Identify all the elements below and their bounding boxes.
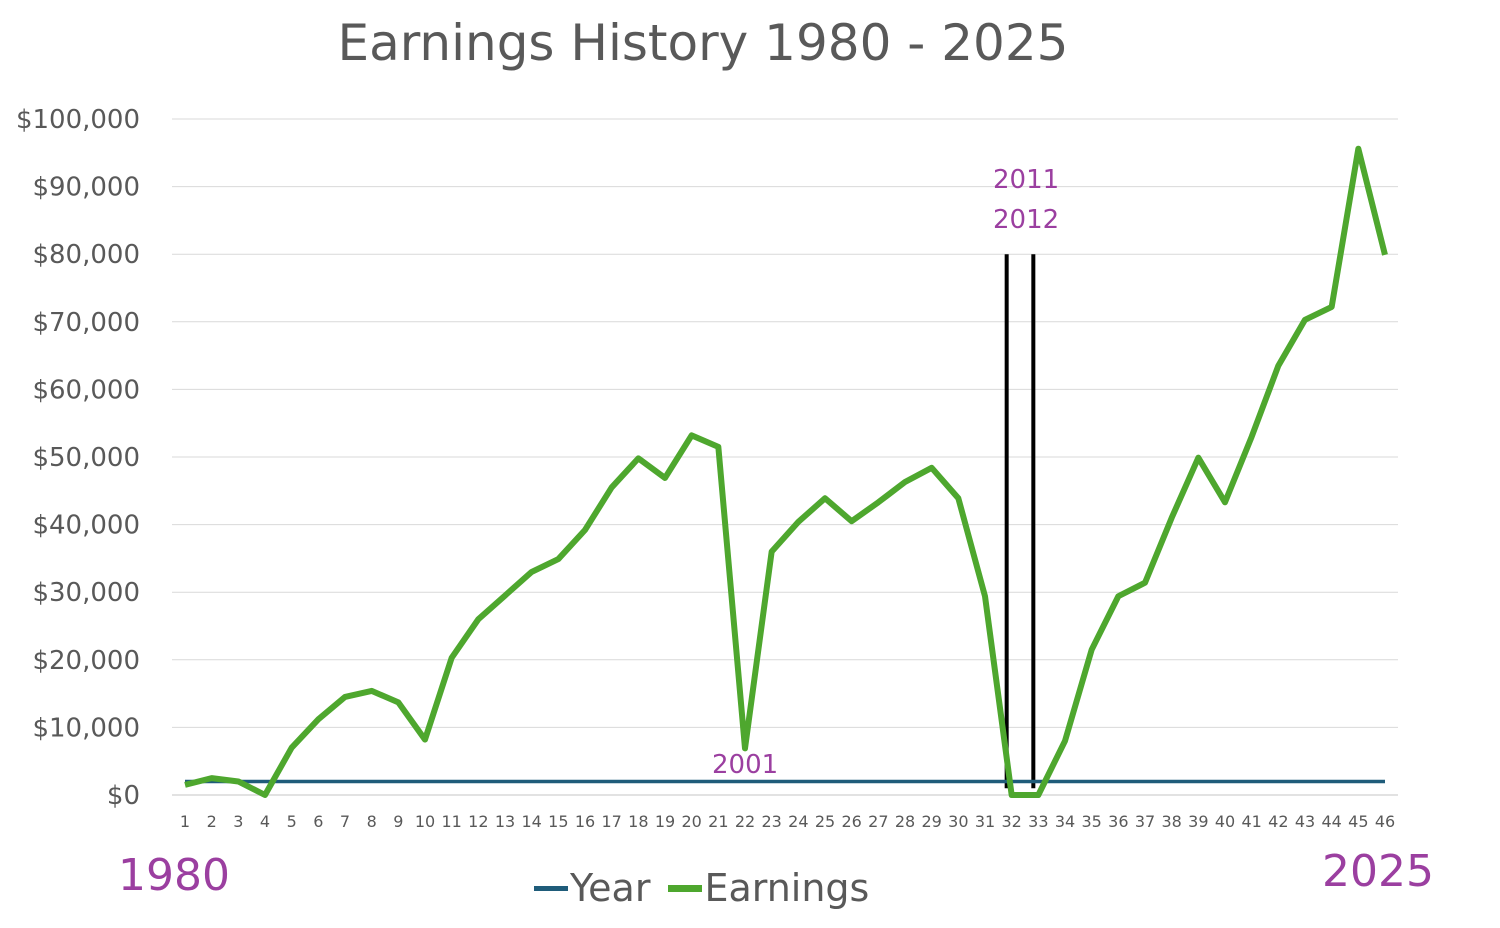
x-tick-label: 6 xyxy=(313,812,323,831)
x-tick-label: 18 xyxy=(628,812,648,831)
x-tick-label: 22 xyxy=(735,812,755,831)
x-tick-label: 10 xyxy=(415,812,435,831)
x-tick-label: 19 xyxy=(655,812,675,831)
x-tick-label: 31 xyxy=(975,812,995,831)
x-tick-label: 13 xyxy=(495,812,515,831)
x-tick-label: 7 xyxy=(340,812,350,831)
annotation-end-year: 2025 xyxy=(1322,846,1434,897)
x-tick-label: 15 xyxy=(548,812,568,831)
x-tick-label: 35 xyxy=(1081,812,1101,831)
x-tick-label: 40 xyxy=(1215,812,1235,831)
x-tick-label: 17 xyxy=(601,812,621,831)
x-tick-label: 14 xyxy=(521,812,541,831)
y-tick-label: $100,000 xyxy=(16,105,140,135)
legend-item-earnings: Earnings xyxy=(668,866,869,910)
y-tick-label: $20,000 xyxy=(32,646,140,676)
x-tick-label: 2 xyxy=(207,812,217,831)
x-tick-label: 36 xyxy=(1108,812,1128,831)
x-tick-label: 38 xyxy=(1161,812,1181,831)
x-tick-label: 42 xyxy=(1268,812,1288,831)
x-tick-label: 1 xyxy=(180,812,190,831)
legend-swatch-earnings xyxy=(668,884,703,892)
x-tick-label: 32 xyxy=(1001,812,1021,831)
x-tick-label: 45 xyxy=(1348,812,1368,831)
annotation-gap-year-1: 2011 xyxy=(993,165,1060,195)
x-tick-label: 16 xyxy=(575,812,595,831)
x-tick-label: 44 xyxy=(1321,812,1341,831)
x-tick-label: 25 xyxy=(815,812,835,831)
x-tick-label: 3 xyxy=(233,812,243,831)
x-tick-label: 21 xyxy=(708,812,728,831)
x-tick-label: 27 xyxy=(868,812,888,831)
x-tick-label: 29 xyxy=(921,812,941,831)
annotation-start-year: 1980 xyxy=(118,850,230,901)
y-tick-label: $40,000 xyxy=(32,511,140,541)
y-tick-label: $80,000 xyxy=(32,240,140,270)
y-tick-label: $10,000 xyxy=(32,713,140,743)
x-tick-label: 11 xyxy=(441,812,461,831)
x-tick-label: 20 xyxy=(681,812,701,831)
legend-label-year: Year xyxy=(570,866,651,910)
x-tick-label: 4 xyxy=(260,812,270,831)
x-tick-label: 28 xyxy=(895,812,915,831)
x-tick-label: 37 xyxy=(1135,812,1155,831)
x-tick-label: 39 xyxy=(1188,812,1208,831)
x-tick-label: 26 xyxy=(841,812,861,831)
y-tick-label: $70,000 xyxy=(32,308,140,338)
legend-item-year: Year xyxy=(534,866,650,910)
x-tick-label: 8 xyxy=(367,812,377,831)
x-tick-label: 46 xyxy=(1375,812,1395,831)
annotation-gap-year-2: 2012 xyxy=(993,205,1060,235)
y-tick-label: $0 xyxy=(107,781,140,811)
x-tick-label: 23 xyxy=(761,812,781,831)
y-tick-label: $30,000 xyxy=(32,578,140,608)
annotation-dip-year: 2001 xyxy=(712,750,779,780)
x-tick-label: 41 xyxy=(1241,812,1261,831)
x-tick-label: 30 xyxy=(948,812,968,831)
legend: Year Earnings xyxy=(534,862,887,914)
x-tick-label: 12 xyxy=(468,812,488,831)
x-tick-label: 9 xyxy=(393,812,403,831)
y-tick-label: $50,000 xyxy=(32,443,140,473)
x-tick-label: 33 xyxy=(1028,812,1048,831)
series-line-earnings xyxy=(184,145,1388,798)
x-tick-label: 43 xyxy=(1295,812,1315,831)
legend-label-earnings: Earnings xyxy=(704,866,870,910)
y-tick-label: $60,000 xyxy=(32,375,140,405)
x-tick-label: 5 xyxy=(287,812,297,831)
y-tick-label: $90,000 xyxy=(32,173,140,203)
chart-title: Earnings History 1980 - 2025 xyxy=(337,14,1069,72)
x-tick-label: 24 xyxy=(788,812,808,831)
x-tick-label: 34 xyxy=(1055,812,1075,831)
legend-swatch-year xyxy=(534,885,568,891)
